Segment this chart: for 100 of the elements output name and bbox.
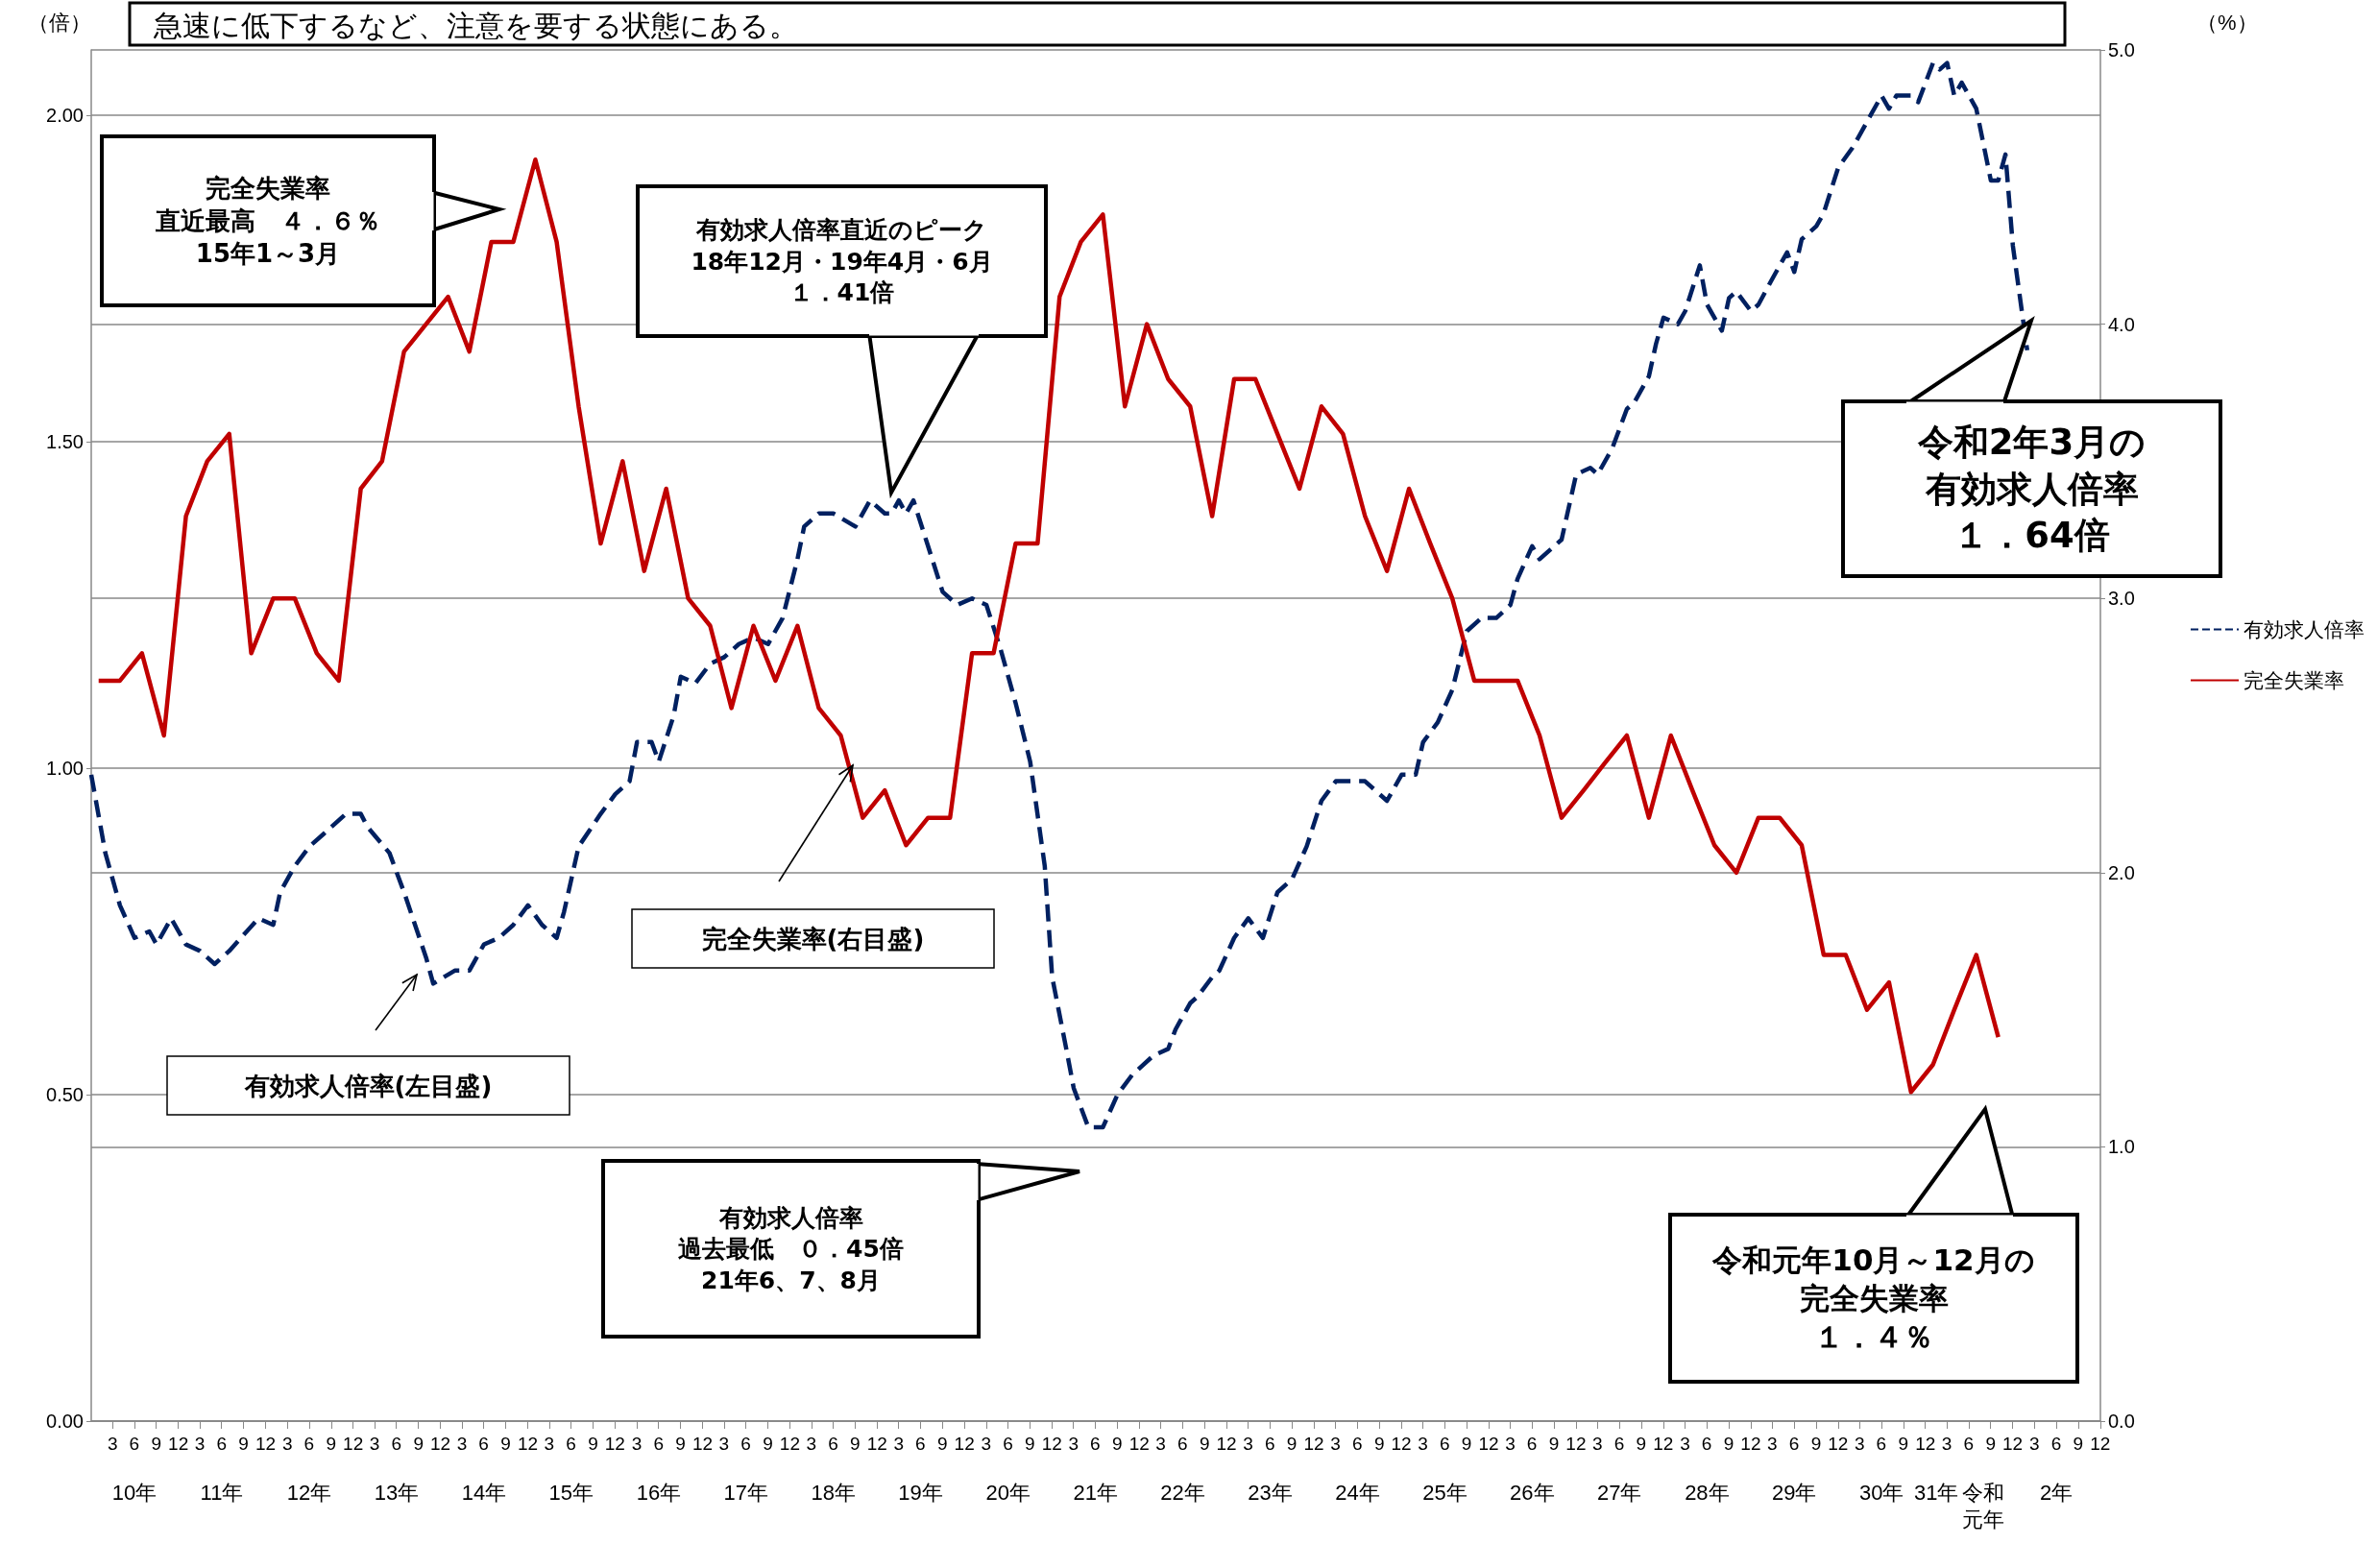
x2-tick-label: 17年 [723,1480,769,1505]
x2-tick-label: 12年 [286,1480,332,1505]
x-tick-label: 3 [1767,1434,1778,1454]
x-tick-label: 12 [1391,1434,1412,1454]
x-tick-label: 9 [1985,1434,1996,1454]
x-tick-label: 6 [1701,1434,1712,1454]
legend-label: 完全失業率 [2244,669,2344,691]
annotation: 有効求人倍率(左目盛) [243,1071,493,1100]
x2-tick-label: 23年 [1248,1480,1293,1505]
x-tick-label: 6 [1264,1434,1275,1454]
x-tick-label: 6 [391,1434,402,1454]
x2-tick-label: 14年 [461,1480,507,1505]
x-tick-label: 9 [1112,1434,1123,1454]
x-tick-label: 9 [151,1434,162,1454]
x-tick-label: 12 [1478,1434,1499,1454]
x-tick-label: 12 [1915,1434,1936,1454]
x-tick-label: 3 [2028,1434,2040,1454]
x-tick-label: 9 [1636,1434,1647,1454]
x-tick-label: 6 [1526,1434,1538,1454]
x-tick-label: 3 [806,1434,817,1454]
x-tick-label: 12 [343,1434,364,1454]
x-tick-label: 6 [1613,1434,1625,1454]
x-tick-label: 12 [2090,1434,2111,1454]
x-tick-label: 6 [740,1434,751,1454]
x-tick-label: 9 [1810,1434,1822,1454]
x-tick-label: 3 [718,1434,730,1454]
x-tick-label: 6 [566,1434,576,1454]
x-tick-label: 6 [1439,1434,1450,1454]
y-tick-label: 1.50 [46,431,84,452]
x-tick-label: 12 [1216,1434,1237,1454]
x2-tick-label: 13年 [374,1480,420,1505]
x-tick-label: 9 [850,1434,861,1454]
x-tick-label: 12 [779,1434,800,1454]
x2-tick-label: 15年 [548,1480,594,1505]
x-tick-label: 12 [1565,1434,1587,1454]
x-tick-label: 3 [1155,1434,1166,1454]
x2-tick-label: 31年 [1913,1480,1959,1505]
x-tick-label: 3 [369,1434,380,1454]
x-tick-label: 9 [1286,1434,1298,1454]
y-tick-label: 0.50 [46,1084,84,1105]
x-tick-label: 9 [238,1434,249,1454]
x-tick-label: 3 [1068,1434,1079,1454]
x-tick-label: 9 [936,1434,948,1454]
x-tick-label: 3 [544,1434,555,1454]
y2-tick-label: 5.0 [2108,39,2135,60]
x-tick-label: 12 [1303,1434,1324,1454]
x-tick-label: 6 [1788,1434,1800,1454]
x-tick-label: 12 [691,1434,714,1454]
x-tick-label: 6 [216,1434,227,1454]
x-tick-label: 12 [168,1434,189,1454]
x-tick-label: 9 [500,1434,511,1454]
x-tick-label: 3 [893,1434,904,1454]
y-tick-label: 0.00 [46,1411,84,1432]
x2-tick-label: 10年 [111,1480,158,1505]
annotation: 令和2年3月の有効求人倍率１．64倍 [1916,422,2147,556]
x-tick-label: 9 [1199,1434,1210,1454]
x-tick-label: 9 [763,1434,773,1454]
x-tick-label: 9 [326,1434,337,1454]
y-tick-label: 2.00 [46,105,84,126]
y-axis-title: （倍） [28,10,91,35]
x-tick-label: 6 [1876,1434,1887,1454]
x-tick-label: 12 [1740,1434,1761,1454]
x-tick-label: 6 [1176,1434,1188,1454]
y2-tick-label: 2.0 [2108,861,2135,883]
x-tick-label: 6 [478,1434,489,1454]
y-tick-label: 1.00 [46,758,84,779]
x2-tick-label: 2年 [2040,1480,2074,1505]
x-tick-label: 12 [430,1434,451,1454]
x-tick-label: 3 [281,1434,293,1454]
y2-tick-label: 4.0 [2108,313,2135,335]
x-tick-label: 6 [1003,1434,1013,1454]
x-tick-label: 6 [303,1434,315,1454]
x2-tick-label: 19年 [898,1480,943,1505]
annotation: 有効求人倍率過去最低 ０．45倍21年6、7、8月 [678,1203,904,1294]
x2-tick-label: 20年 [985,1480,1031,1505]
x-tick-label: 12 [517,1434,539,1454]
x-tick-label: 12 [866,1434,887,1454]
x-tick-label: 9 [1548,1434,1560,1454]
x-tick-label: 9 [413,1434,424,1454]
x-tick-label: 6 [129,1434,140,1454]
x2-tick-label: 26年 [1510,1480,1555,1505]
annotation: 完全失業率直近最高 ４．６％15年1～3月 [155,174,380,268]
annotation: 有効求人倍率直近のピーク18年12月・19年4月・6月１．41倍 [691,216,993,306]
x-tick-label: 12 [1828,1434,1849,1454]
x-tick-label: 12 [1041,1434,1062,1454]
x-tick-label: 3 [456,1434,468,1454]
x-tick-label: 3 [631,1434,643,1454]
x-tick-label: 3 [1592,1434,1603,1454]
x2-tick-label: 21年 [1073,1480,1118,1505]
x-tick-label: 9 [588,1434,598,1454]
x2-tick-label: 22年 [1160,1480,1205,1505]
y2-tick-label: 1.0 [2108,1136,2135,1158]
x2-tick-label: 25年 [1422,1480,1467,1505]
x2-tick-label: 11年 [200,1480,244,1505]
x-tick-label: 3 [1418,1434,1428,1454]
x-tick-label: 9 [1373,1434,1385,1454]
x-tick-label: 6 [653,1434,664,1454]
x2-tick-label: 16年 [636,1480,682,1505]
x-tick-label: 12 [2002,1434,2024,1454]
x-tick-label: 3 [194,1434,206,1454]
